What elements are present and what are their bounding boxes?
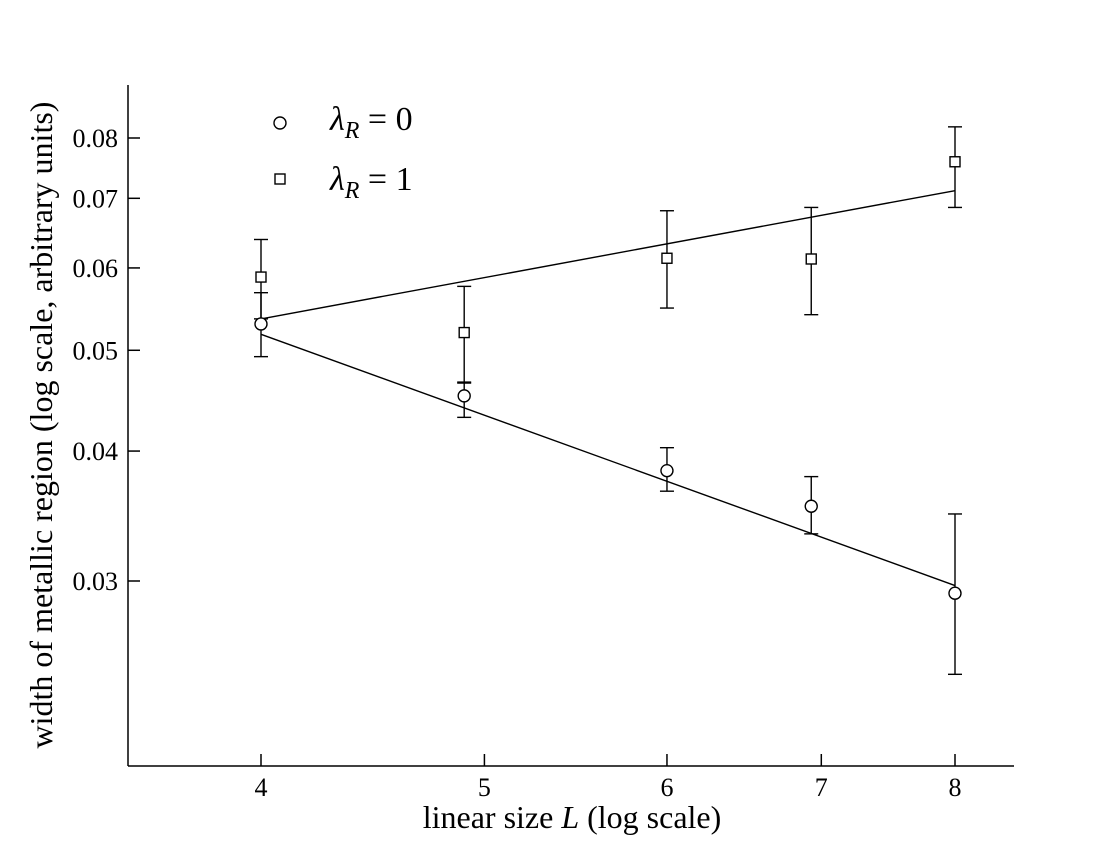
y-axis-label: width of metallic region (log scale, arb… (23, 102, 59, 749)
axes (127, 85, 1014, 767)
fit-lines (260, 189, 956, 587)
legend-entry-1: λR = 1 (329, 161, 413, 204)
y-tick-label: 0.06 (73, 254, 119, 283)
legend-marker-square (274, 173, 286, 185)
y-tick-label: 0.05 (73, 336, 119, 365)
y-tick-label: 0.03 (73, 567, 119, 596)
data-point-circle (254, 317, 268, 331)
x-tick-label: 4 (255, 773, 268, 802)
ticks: 4 5 6 7 8 0.03 0.04 0.05 0.06 0.07 0.08 (73, 124, 962, 802)
x-tick-label: 8 (949, 773, 962, 802)
data-point-square (458, 326, 470, 339)
x-tick-label: 6 (660, 773, 673, 802)
data-point-square (255, 271, 267, 283)
fit-line-series-1 (260, 189, 956, 320)
data-point-square (805, 253, 817, 265)
data-point-circle (457, 389, 471, 403)
legend-marker-circle (273, 116, 287, 130)
y-tick-label: 0.04 (73, 437, 119, 466)
x-axis-label: linear size L (log scale) (423, 799, 722, 835)
data-point-circle (948, 586, 962, 600)
y-tick-label: 0.07 (73, 184, 119, 213)
legend-entry-0: λR = 0 (329, 101, 413, 144)
y-tick-label: 0.08 (73, 124, 119, 153)
x-tick-label: 7 (815, 773, 828, 802)
fit-line-series-0 (260, 333, 956, 587)
x-tick-label: 5 (478, 773, 491, 802)
markers (254, 156, 962, 600)
data-point-square (661, 252, 673, 264)
data-point-square (949, 156, 961, 168)
data-point-circle (660, 463, 674, 478)
legend: λR = 0 λR = 1 (273, 101, 413, 204)
data-point-circle (804, 499, 818, 513)
